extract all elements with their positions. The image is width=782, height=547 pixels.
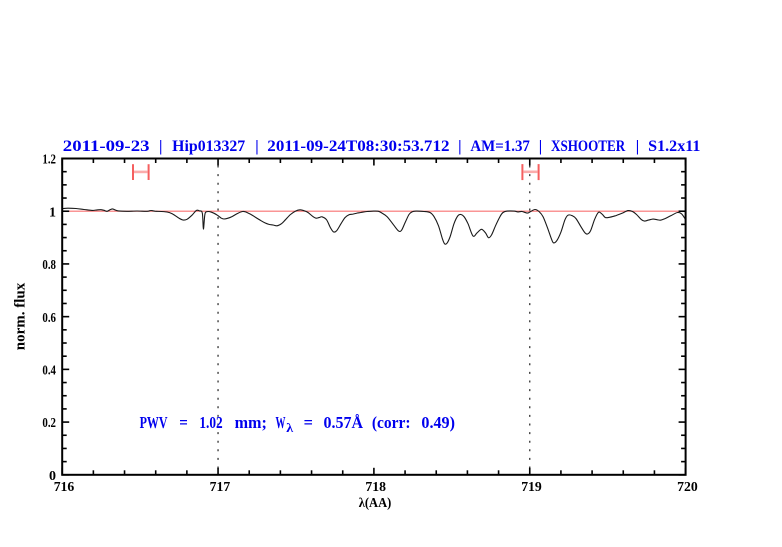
svg-text:0.6: 0.6 (42, 311, 56, 326)
svg-text:720: 720 (677, 480, 698, 495)
svg-text:718: 718 (365, 480, 386, 495)
svg-text:0.2: 0.2 (42, 416, 56, 431)
svg-text:716: 716 (54, 480, 75, 495)
svg-text:0.8: 0.8 (42, 258, 56, 273)
svg-text:1: 1 (49, 205, 56, 220)
svg-text:719: 719 (521, 480, 542, 495)
svg-text:1.2: 1.2 (42, 153, 56, 168)
svg-text:λ(AA): λ(AA) (359, 496, 392, 511)
svg-text:717: 717 (210, 480, 231, 495)
svg-text:0.4: 0.4 (42, 364, 56, 379)
svg-text:2011-09-23|Hip013327|2011-09-2: 2011-09-23 | Hip013327 | 2011-09-24T08:30:53… (63, 138, 701, 155)
svg-text:0: 0 (49, 469, 56, 484)
svg-text:norm. flux: norm. flux (13, 282, 29, 350)
